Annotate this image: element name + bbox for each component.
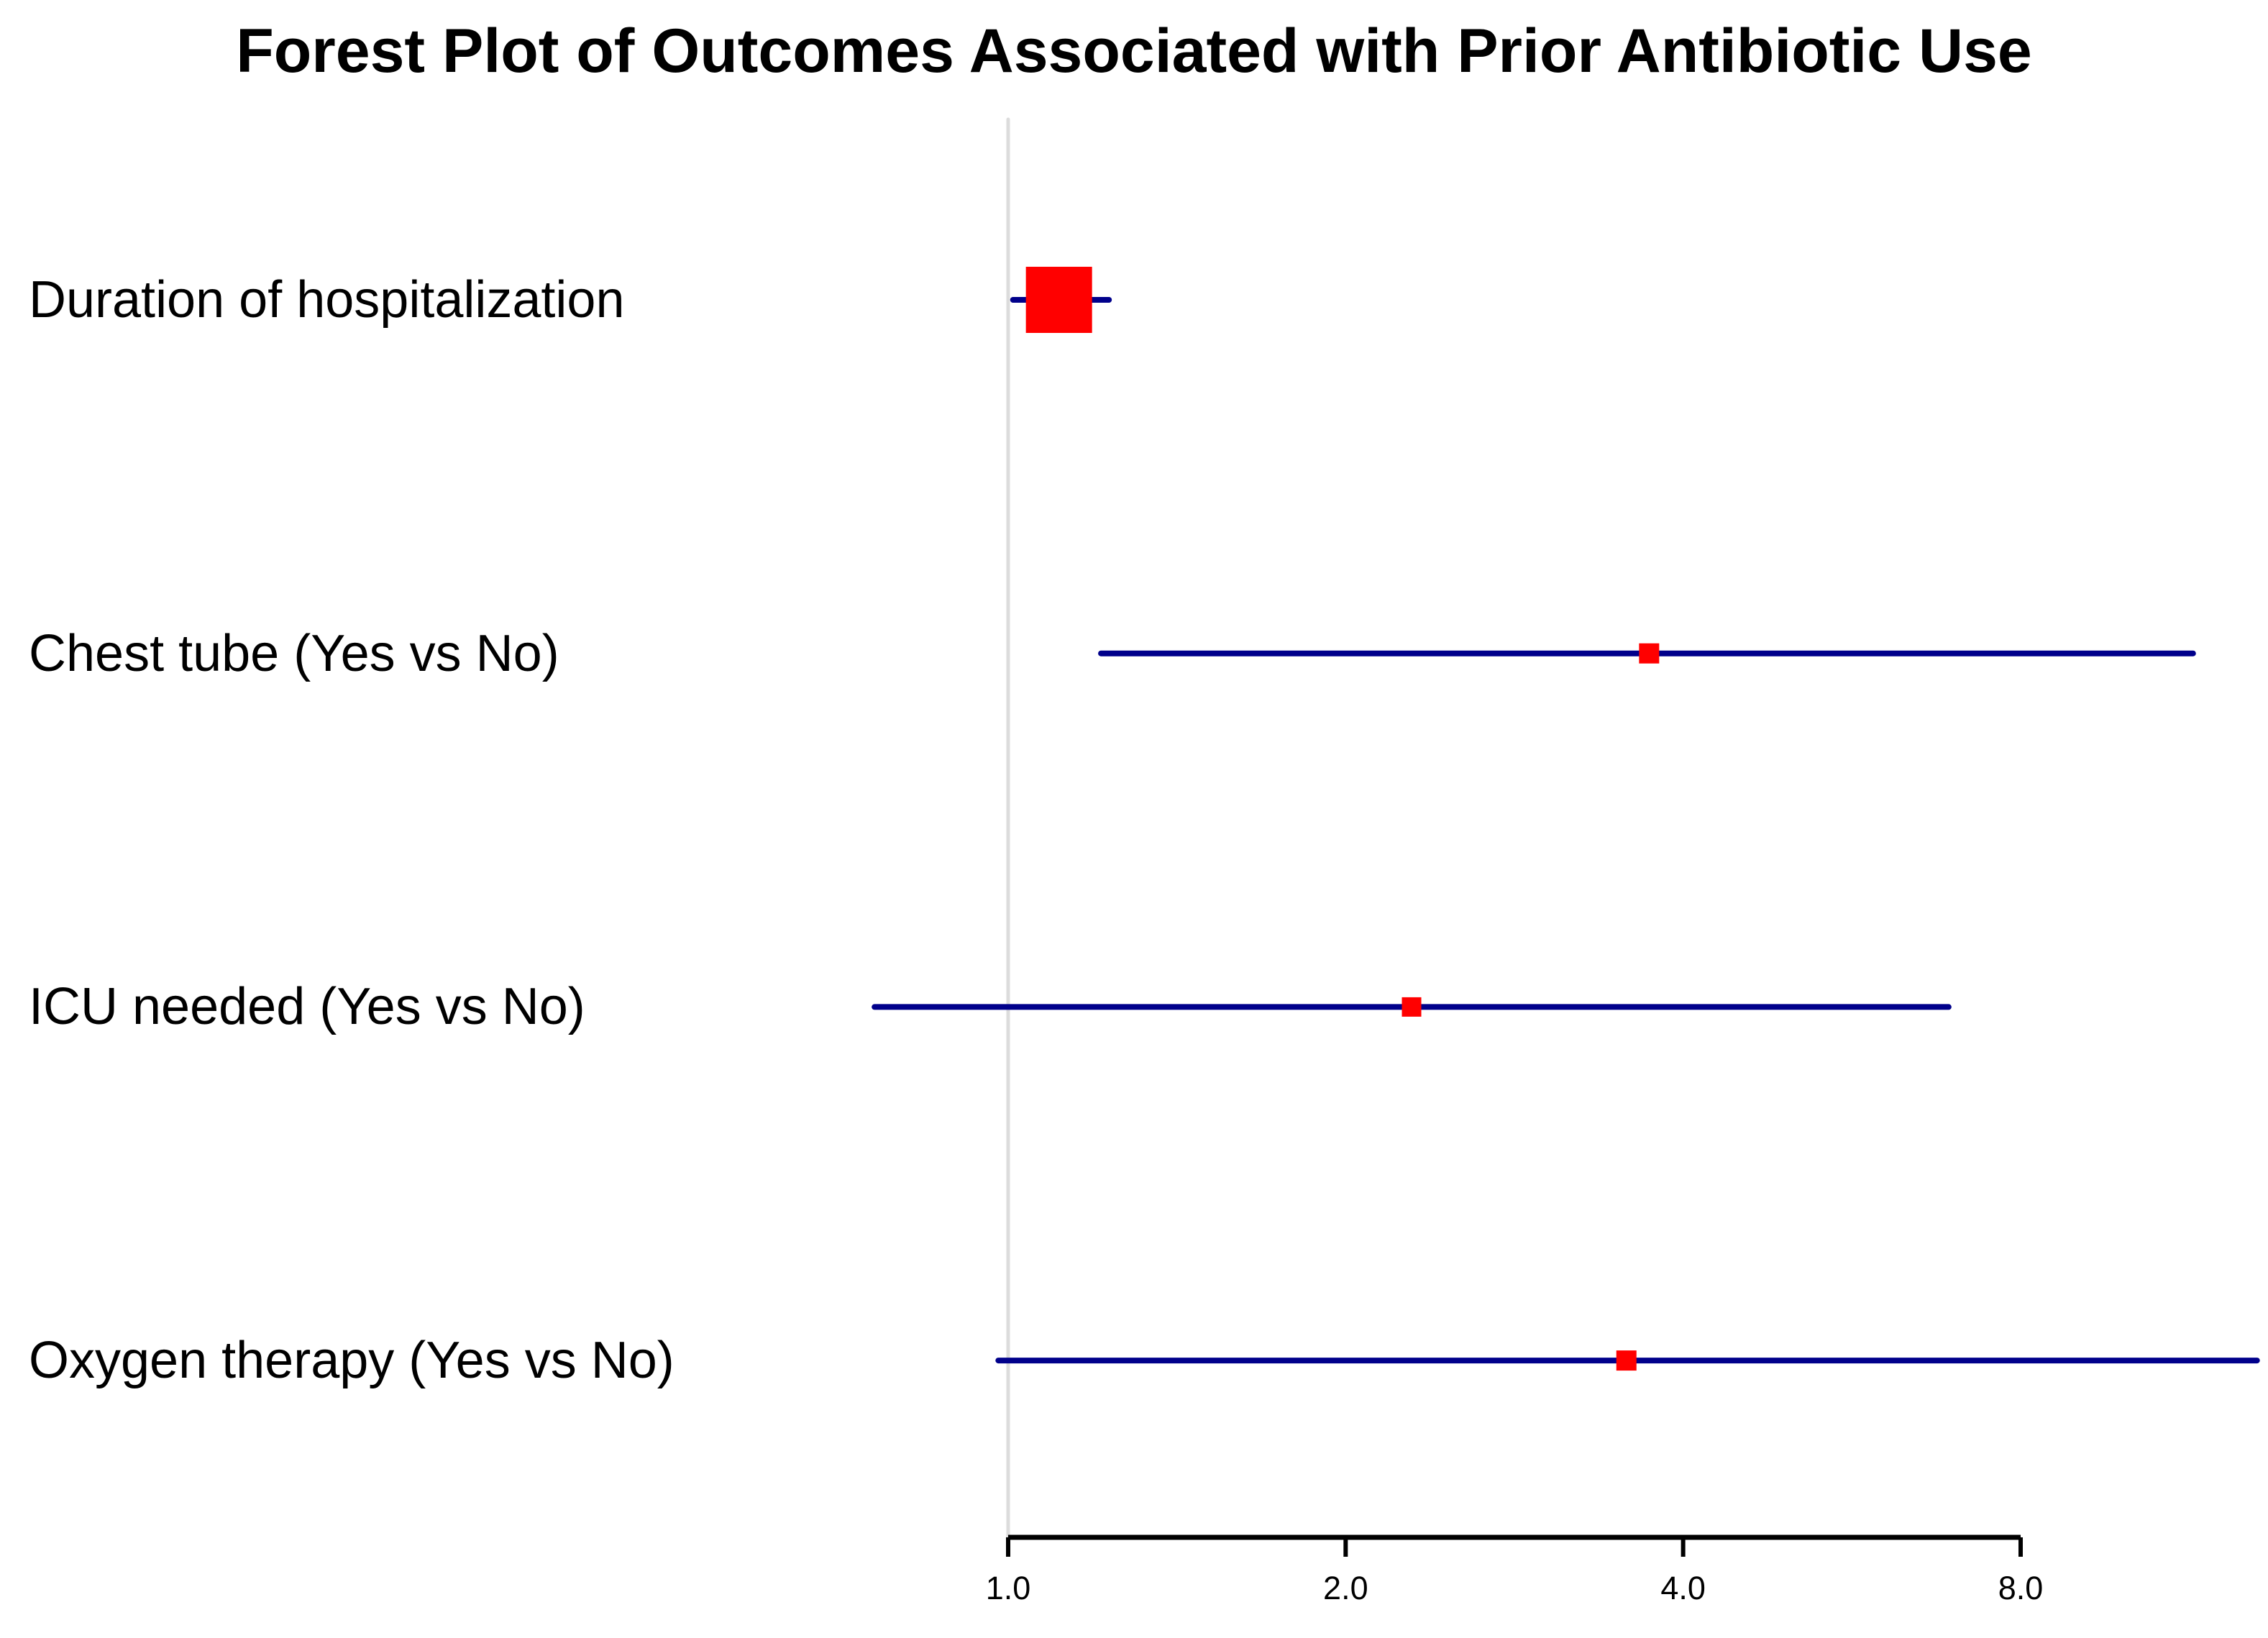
row-label: ICU needed (Yes vs No) xyxy=(29,978,585,1036)
row-label: Chest tube (Yes vs No) xyxy=(29,624,559,682)
point-estimate-box xyxy=(1025,267,1092,333)
point-estimate-box xyxy=(1402,997,1422,1017)
point-estimate-box xyxy=(1616,1350,1637,1371)
row-label: Oxygen therapy (Yes vs No) xyxy=(29,1332,675,1390)
x-axis-tick-label: 8.0 xyxy=(1998,1570,2044,1606)
chart-title: Forest Plot of Outcomes Associated with … xyxy=(236,17,2032,86)
row-label: Duration of hospitalization xyxy=(29,271,625,329)
x-axis-tick-label: 4.0 xyxy=(1660,1570,1706,1606)
point-estimate-box xyxy=(1639,643,1660,664)
x-axis-tick-label: 2.0 xyxy=(1323,1570,1368,1606)
x-axis-tick-label: 1.0 xyxy=(985,1570,1031,1606)
